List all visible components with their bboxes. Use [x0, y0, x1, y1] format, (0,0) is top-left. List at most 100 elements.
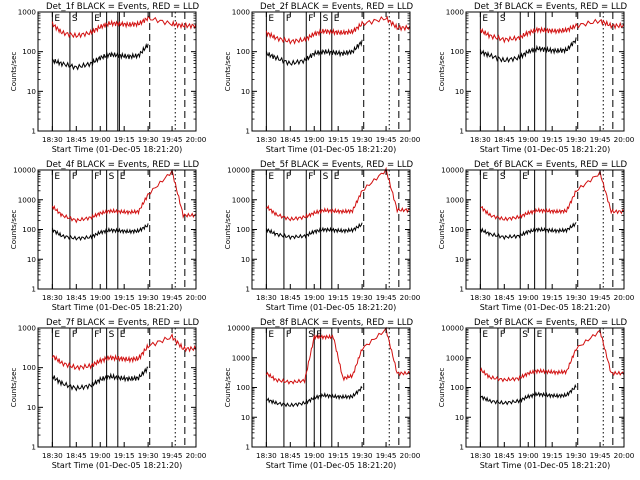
series-lld — [51, 14, 197, 39]
y-tick-label: 1000 — [232, 353, 251, 362]
x-tick-label: 18:30 — [256, 451, 277, 460]
flag-label: F — [94, 172, 99, 182]
x-tick-label: 18:30 — [256, 135, 277, 144]
x-tick-label: 19:00 — [518, 451, 539, 460]
y-tick-label: 10 — [27, 255, 37, 264]
flag-label: S — [522, 330, 528, 340]
x-tick-label: 19:00 — [304, 135, 325, 144]
y-tick-label: 10 — [241, 413, 251, 422]
x-tick-label: 20:00 — [400, 135, 421, 144]
x-tick-label: 18:45 — [280, 135, 301, 144]
series-events — [51, 42, 149, 71]
y-axis-label: Counts/sec — [223, 52, 232, 92]
x-tick-label: 18:30 — [42, 135, 63, 144]
x-tick-label: 18:45 — [66, 451, 87, 460]
panel-3: Det_3f BLACK = Events, RED = LLD E S 1 10 100… — [437, 2, 635, 154]
x-tick-label: 20:00 — [614, 293, 635, 302]
plot-frame — [37, 11, 197, 132]
x-tick-label: 19:30 — [138, 451, 159, 460]
y-tick-label: 10000 — [441, 324, 464, 333]
x-tick-label: 19:45 — [162, 135, 183, 144]
y-tick-label: 1000 — [446, 353, 465, 362]
flag-label: E — [54, 330, 60, 340]
y-tick-label: 1 — [459, 285, 464, 294]
x-axis-label: Start Time (01-Dec-05 18:21:20) — [52, 461, 183, 470]
y-tick-label: 100 — [450, 383, 464, 392]
x-tick-label: 19:30 — [352, 293, 373, 302]
x-tick-label: 19:15 — [328, 293, 349, 302]
x-tick-label: 19:45 — [376, 293, 397, 302]
x-tick-label: 18:45 — [494, 451, 515, 460]
x-tick-label: 20:00 — [614, 451, 635, 460]
flag-label: F — [94, 330, 99, 340]
flag-label: E — [94, 14, 100, 24]
flag-label: F — [500, 330, 505, 340]
x-tick-label: 20:00 — [614, 135, 635, 144]
y-axis-label: Counts/sec — [223, 210, 232, 250]
flag-label: F — [286, 172, 291, 182]
panel-title: Det_9f BLACK = Events, RED = LLD — [474, 318, 628, 328]
flag-label: E — [334, 172, 340, 182]
x-tick-label: 19:15 — [542, 293, 563, 302]
series-lld — [265, 15, 411, 45]
flag-label: F — [308, 14, 313, 24]
x-tick-label: 19:30 — [566, 135, 587, 144]
flag-label: E — [334, 14, 340, 24]
y-tick-label: 100 — [236, 383, 250, 392]
y-axis-label: Counts/sec — [9, 210, 18, 250]
series-events — [265, 222, 363, 241]
x-tick-label: 19:15 — [542, 451, 563, 460]
y-tick-label: 1 — [459, 127, 464, 136]
x-tick-label: 18:45 — [66, 293, 87, 302]
plot-frame — [251, 327, 411, 448]
x-tick-label: 20:00 — [186, 451, 207, 460]
y-axis-label: Counts/sec — [437, 52, 446, 92]
x-tick-label: 19:00 — [90, 293, 111, 302]
x-tick-label: 20:00 — [186, 293, 207, 302]
panel-title: Det_4f BLACK = Events, RED = LLD — [46, 160, 200, 170]
flag-label: E — [54, 14, 60, 24]
flag-label: E — [482, 172, 488, 182]
x-tick-label: 19:15 — [542, 135, 563, 144]
y-tick-label: 1 — [31, 285, 36, 294]
x-tick-label: 18:45 — [494, 135, 515, 144]
x-tick-label: 19:45 — [162, 293, 183, 302]
y-axis-label: Counts/sec — [9, 368, 18, 408]
y-tick-label: 1 — [31, 127, 36, 136]
x-tick-label: 18:45 — [280, 293, 301, 302]
x-tick-label: 19:15 — [114, 135, 135, 144]
x-tick-label: 19:30 — [352, 135, 373, 144]
flag-label: E — [120, 330, 126, 340]
y-tick-label: 100 — [236, 225, 250, 234]
y-tick-label: 100 — [22, 47, 36, 56]
y-tick-label: 100 — [22, 363, 36, 372]
panel-6: Det_6f BLACK = Events, RED = LLD E S E 1 10 10… — [437, 160, 635, 312]
x-tick-label: 19:00 — [304, 293, 325, 302]
x-tick-label: 18:30 — [42, 451, 63, 460]
y-tick-label: 10000 — [441, 166, 464, 175]
flag-label: F — [308, 172, 313, 182]
flag-label: E — [120, 172, 126, 182]
x-tick-label: 18:30 — [256, 293, 277, 302]
flag-label: E — [268, 172, 274, 182]
flag-label: E — [482, 14, 488, 24]
series-events — [479, 37, 577, 64]
y-tick-label: 1 — [245, 285, 250, 294]
y-tick-label: 10 — [27, 403, 37, 412]
y-tick-label: 10000 — [13, 166, 36, 175]
x-tick-label: 20:00 — [186, 135, 207, 144]
x-tick-label: 19:30 — [352, 451, 373, 460]
flag-label: S — [323, 14, 329, 24]
x-tick-label: 19:45 — [162, 451, 183, 460]
panel-title: Det_8f BLACK = Events, RED = LLD — [260, 318, 414, 328]
panel-title: Det_6f BLACK = Events, RED = LLD — [474, 160, 628, 170]
series-lld — [51, 333, 197, 372]
x-tick-label: 19:15 — [114, 293, 135, 302]
flag-label: F — [286, 330, 291, 340]
x-tick-label: 19:15 — [328, 135, 349, 144]
x-tick-label: 19:45 — [376, 451, 397, 460]
flag-label: S — [500, 172, 506, 182]
